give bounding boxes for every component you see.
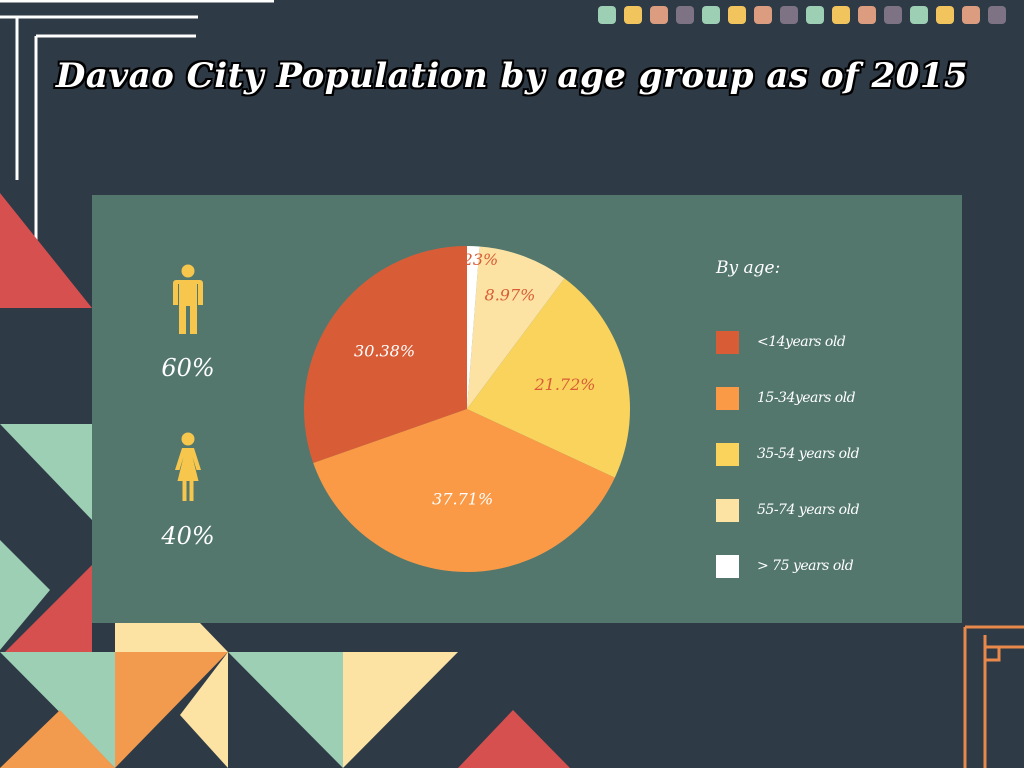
legend-item: > 75 years old: [716, 538, 859, 594]
slice-label: 37.71%: [432, 490, 493, 509]
slice-label: 1.23%: [447, 250, 498, 269]
legend-label: 35-54 years old: [757, 446, 860, 462]
decor-dot: [858, 6, 876, 24]
deco-triangle: [228, 652, 343, 768]
deco-triangle: [0, 424, 92, 520]
legend-swatch: [716, 386, 739, 410]
pie-slice: [313, 409, 615, 572]
decor-dot: [624, 6, 642, 24]
woman-icon: [175, 432, 201, 501]
decor-dot-row: [598, 6, 1006, 24]
decor-dot: [832, 6, 850, 24]
slice-label: 30.38%: [354, 342, 415, 361]
decor-dot: [676, 6, 694, 24]
deco-triangle: [343, 652, 458, 768]
legend-item: 55-74 years old: [716, 482, 860, 538]
legend: By age: <14years old 15-34years old 35-54 …: [716, 258, 860, 594]
legend-label: > 75 years old: [757, 558, 854, 574]
corner-lines-bottom-right: [963, 625, 1024, 768]
decor-dot: [806, 6, 824, 24]
deco-triangle: [458, 710, 570, 768]
legend-title: By age:: [716, 258, 781, 278]
deco-triangle: [115, 623, 228, 652]
deco-triangle: [180, 652, 228, 768]
legend-item: 15-34years old: [716, 370, 859, 426]
pie-slice: [467, 278, 630, 478]
decor-dot: [754, 6, 772, 24]
page-title: Davao City Population by age group as of…: [55, 56, 969, 96]
legend-swatch: [716, 554, 739, 578]
decor-dot: [650, 6, 668, 24]
legend-label: 55-74 years old: [757, 502, 860, 518]
deco-triangle: [0, 540, 50, 650]
female-percent: 40%: [161, 522, 215, 550]
legend-swatch: [716, 442, 739, 466]
decor-dot: [598, 6, 616, 24]
decor-dot: [962, 6, 980, 24]
decor-dot: [936, 6, 954, 24]
legend-label: <14years old: [757, 334, 846, 350]
male-percent: 60%: [161, 354, 215, 382]
pie-slice: [304, 245, 467, 464]
legend-label: 15-34years old: [757, 390, 856, 406]
decor-dot: [728, 6, 746, 24]
pie-slice: [467, 246, 480, 409]
legend-item: <14years old: [716, 314, 859, 370]
deco-triangle: [0, 710, 115, 768]
decor-dot: [780, 6, 798, 24]
legend-swatch: [716, 330, 739, 354]
man-icon: [173, 264, 203, 334]
legend-swatch: [716, 498, 739, 522]
decor-dot: [702, 6, 720, 24]
slice-label: 21.72%: [533, 375, 595, 394]
pie-slice: [467, 246, 565, 409]
deco-triangle: [115, 652, 228, 768]
deco-triangle: [0, 193, 92, 308]
decor-dot: [988, 6, 1006, 24]
slice-label: 8.97%: [485, 286, 536, 305]
legend-item: 35-54 years old: [716, 426, 860, 482]
decor-dot: [910, 6, 928, 24]
decor-dot: [884, 6, 902, 24]
deco-triangle: [5, 565, 92, 652]
